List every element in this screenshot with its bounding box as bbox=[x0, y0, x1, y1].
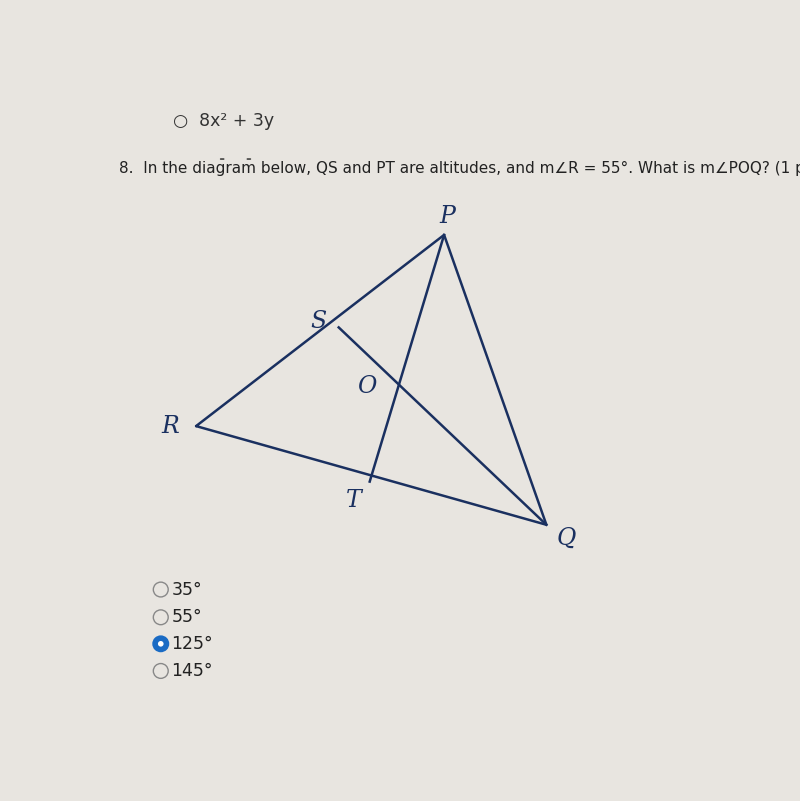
Text: ○  8x² + 3y: ○ 8x² + 3y bbox=[173, 112, 274, 130]
Circle shape bbox=[154, 637, 168, 651]
Text: Q: Q bbox=[557, 527, 576, 549]
Text: S: S bbox=[310, 310, 327, 332]
Text: R: R bbox=[161, 415, 179, 437]
Text: 8.  In the diagram below, QS and PT are altitudes, and m∠R = 55°. What is m∠POQ?: 8. In the diagram below, QS and PT are a… bbox=[118, 161, 800, 176]
Text: T: T bbox=[346, 489, 362, 512]
Text: 125°: 125° bbox=[171, 635, 213, 653]
Text: 35°: 35° bbox=[171, 581, 202, 598]
Circle shape bbox=[154, 582, 168, 597]
Text: P: P bbox=[439, 205, 455, 228]
Text: 55°: 55° bbox=[171, 608, 202, 626]
Circle shape bbox=[154, 663, 168, 678]
Text: 145°: 145° bbox=[171, 662, 213, 680]
Circle shape bbox=[158, 641, 163, 646]
Circle shape bbox=[154, 610, 168, 625]
Text: O: O bbox=[357, 375, 376, 397]
